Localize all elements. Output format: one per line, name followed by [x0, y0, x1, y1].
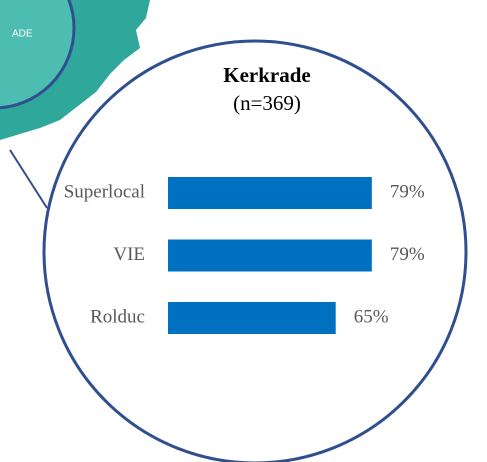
- category-label: Superlocal: [64, 181, 145, 202]
- chart-subtitle: (n=369): [233, 91, 301, 115]
- chart-title: Kerkrade: [223, 63, 310, 87]
- value-label: 79%: [390, 244, 425, 265]
- value-label: 79%: [390, 181, 425, 202]
- bar: [168, 302, 336, 334]
- category-label: Rolduc: [90, 306, 145, 327]
- category-label: VIE: [113, 244, 145, 265]
- bar: [168, 177, 372, 209]
- connector: [9, 149, 48, 209]
- value-label: 65%: [354, 306, 389, 327]
- bar: [168, 239, 372, 272]
- map-label: ADE: [12, 29, 33, 40]
- small-circle: [0, 0, 76, 110]
